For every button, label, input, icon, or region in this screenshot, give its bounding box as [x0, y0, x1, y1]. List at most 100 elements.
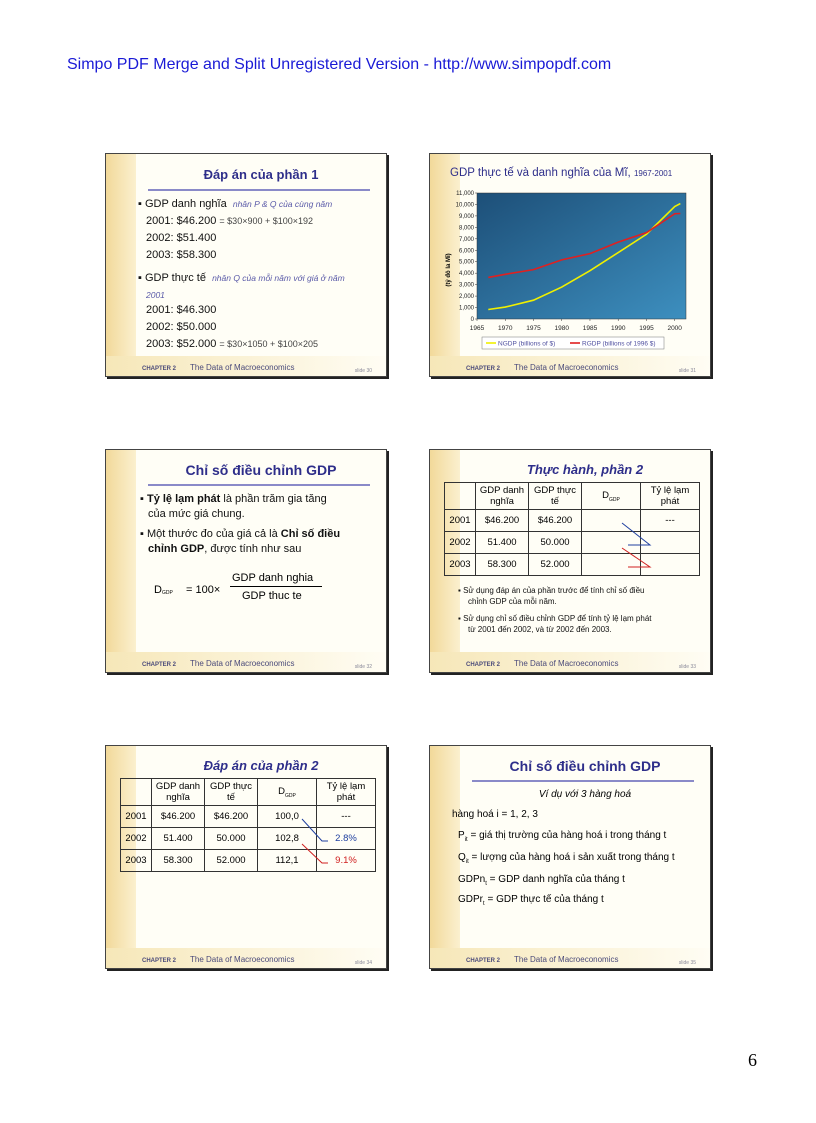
y-tick-label: 5,000 — [459, 260, 475, 266]
watermark-banner: Simpo PDF Merge and Split Unregistered V… — [67, 56, 612, 73]
cell — [640, 553, 700, 576]
footer-name: The Data of Macroeconomics — [514, 659, 619, 668]
x-tick-label: 1975 — [526, 325, 541, 332]
slide-31: GDP thực tế và danh nghĩa của Mĩ, 1967-2… — [429, 153, 711, 377]
cell: 2003 — [120, 849, 152, 872]
line-goods: hàng hoá i = 1, 2, 3 — [452, 809, 538, 820]
line-2003r: 2003: $52.000 = $30×1050 + $100×205 — [146, 338, 319, 350]
cell: $46.200 — [528, 509, 582, 532]
bullet-inflation: ▪ Tỷ lệ lạm phát là phần trăm gia tăng — [140, 493, 327, 505]
footer-chapter: CHAPTER 2 — [466, 366, 501, 372]
slide-subtitle: Ví dụ với 3 hàng hoá — [538, 789, 632, 800]
cell: $46.200 — [475, 509, 529, 532]
slide-left-bar — [430, 154, 460, 376]
footer-name: The Data of Macroeconomics — [190, 955, 295, 964]
table-row: 2001 $46.200 $46.200 100,0 --- — [120, 805, 376, 828]
footer-slide-number: slide 32 — [354, 664, 372, 670]
bullet-deflator-l2: chỉnh GDP, được tính như sau — [148, 543, 302, 555]
y-tick-label: 4,000 — [459, 271, 475, 277]
y-tick-label: 11,000 — [456, 191, 475, 197]
deflator-formula: D GDP = 100× GDP danh nghia GDP thuc te — [154, 572, 364, 612]
table-header-row: GDP danh nghĩa GDP thực tế DGDP Tỷ lệ lạ… — [444, 482, 700, 510]
cell — [581, 531, 641, 554]
slide-footer — [106, 652, 386, 672]
footer-chapter: CHAPTER 2 — [142, 366, 177, 372]
y-tick-label: 1,000 — [459, 306, 475, 312]
footer-name: The Data of Macroeconomics — [514, 955, 619, 964]
line-price: Pit = giá thị trường của hàng hoá i tron… — [458, 830, 667, 843]
table-row: 2002 51.400 50.000 102,8 2.8% — [120, 827, 376, 850]
formula-numerator: GDP danh nghia — [232, 572, 314, 584]
bullet-inflation-l2: của mức giá chung. — [148, 508, 245, 520]
line-2002n: 2002: $51.400 — [146, 232, 217, 244]
slide-footer — [430, 652, 710, 672]
line-2003n: 2003: $58.300 — [146, 249, 217, 261]
cell: 2001 — [444, 509, 476, 532]
line-2001n: 2001: $46.200 = $30×900 + $100×192 — [146, 215, 314, 227]
footer-name: The Data of Macroeconomics — [190, 659, 295, 668]
title-rule — [148, 189, 370, 191]
cell — [581, 553, 641, 576]
line-real: GDPrt = GDP thực tế của tháng t — [458, 894, 604, 907]
legend-label-rgdp: RGDP (billions of 1996 $) — [582, 341, 656, 348]
footer-slide-number: slide 34 — [354, 960, 372, 966]
x-tick-label: 1980 — [554, 325, 569, 332]
slide-title: Đáp án của phần 1 — [203, 167, 319, 182]
header-blank — [444, 482, 476, 510]
cell: --- — [316, 805, 376, 828]
slide-35: Chỉ số điều chỉnh GDP Ví dụ với 3 hàng h… — [429, 745, 711, 969]
header-nominal: GDP danh nghĩa — [151, 778, 205, 806]
bullet-nominal: ▪ GDP danh nghĩa nhân P & Q của cùng năm — [138, 198, 333, 210]
x-tick-label: 1990 — [611, 325, 626, 332]
cell: 50.000 — [528, 531, 582, 554]
bullet-real-note2: 2001 — [146, 290, 165, 300]
header-real: GDP thực tế — [528, 482, 582, 510]
footer-chapter: CHAPTER 2 — [142, 958, 177, 964]
cell-inflation-2003: 9.1% — [316, 849, 376, 872]
cell: 52.000 — [204, 849, 258, 872]
y-tick-label: 7,000 — [459, 237, 475, 243]
header-blank — [120, 778, 152, 806]
x-tick-label: 1965 — [470, 325, 485, 332]
x-tick-label: 1985 — [583, 325, 598, 332]
cell: 2002 — [444, 531, 476, 554]
formula-eq: = 100× — [186, 584, 221, 596]
cell: 100,0 — [257, 805, 317, 828]
footer-name: The Data of Macroeconomics — [514, 363, 619, 372]
formula-sub: GDP — [162, 590, 173, 596]
line-quantity: Qit = lượng của hàng hoá i sản xuất tron… — [458, 852, 675, 865]
footer-chapter: CHAPTER 2 — [142, 662, 177, 668]
note-2: ▪ Sử dụng chỉ số điều chỉnh GDP để tính … — [458, 614, 652, 623]
header-inflation: Tỷ lệ lạm phát — [316, 778, 376, 806]
cell: 102,8 — [257, 827, 317, 850]
y-tick-label: 9,000 — [459, 214, 475, 220]
cell: $46.200 — [151, 805, 205, 828]
cell: 58.300 — [475, 553, 529, 576]
slide-34: Đáp án của phần 2 GDP danh nghĩa GDP thự… — [105, 745, 387, 969]
line-2001r: 2001: $46.300 — [146, 304, 217, 316]
practice-table: GDP danh nghĩa GDP thực tế DGDP Tỷ lệ lạ… — [444, 482, 700, 576]
slide-footer — [430, 948, 710, 968]
cell: 2001 — [120, 805, 152, 828]
series-line-rgdp — [488, 212, 681, 279]
y-tick-label: 2,000 — [459, 294, 475, 300]
x-tick-label: 2000 — [667, 325, 682, 332]
legend-label-ngdp: NGDP (billions of $) — [498, 341, 555, 348]
slide-33: Thực hành, phần 2 GDP danh nghĩa GDP thự… — [429, 449, 711, 673]
footer-chapter: CHAPTER 2 — [466, 958, 501, 964]
cell — [581, 509, 641, 532]
bullet-real: ▪ GDP thực tế nhân Q của mỗi năm với giá… — [138, 272, 345, 284]
table-header-row: GDP danh nghĩa GDP thực tế DGDP Tỷ lệ lạ… — [120, 778, 376, 806]
table-row: 2002 51.400 50.000 — [444, 531, 700, 554]
header-inflation: Tỷ lệ lạm phát — [640, 482, 700, 510]
cell: 2002 — [120, 827, 152, 850]
slide-left-bar — [106, 154, 136, 376]
slide-title: Chỉ số điều chỉnh GDP — [509, 758, 661, 774]
line-2002r: 2002: $50.000 — [146, 321, 217, 333]
bullet-deflator: ▪ Một thước đo của giá cả là Chỉ số điều — [140, 528, 341, 540]
footer-slide-number: slide 35 — [678, 960, 696, 966]
header-nominal: GDP danh nghĩa — [475, 482, 529, 510]
fraction-bar — [230, 586, 322, 587]
y-axis-label: (tỷ đô la Mĩ) — [446, 253, 452, 286]
title-rule — [148, 484, 370, 486]
